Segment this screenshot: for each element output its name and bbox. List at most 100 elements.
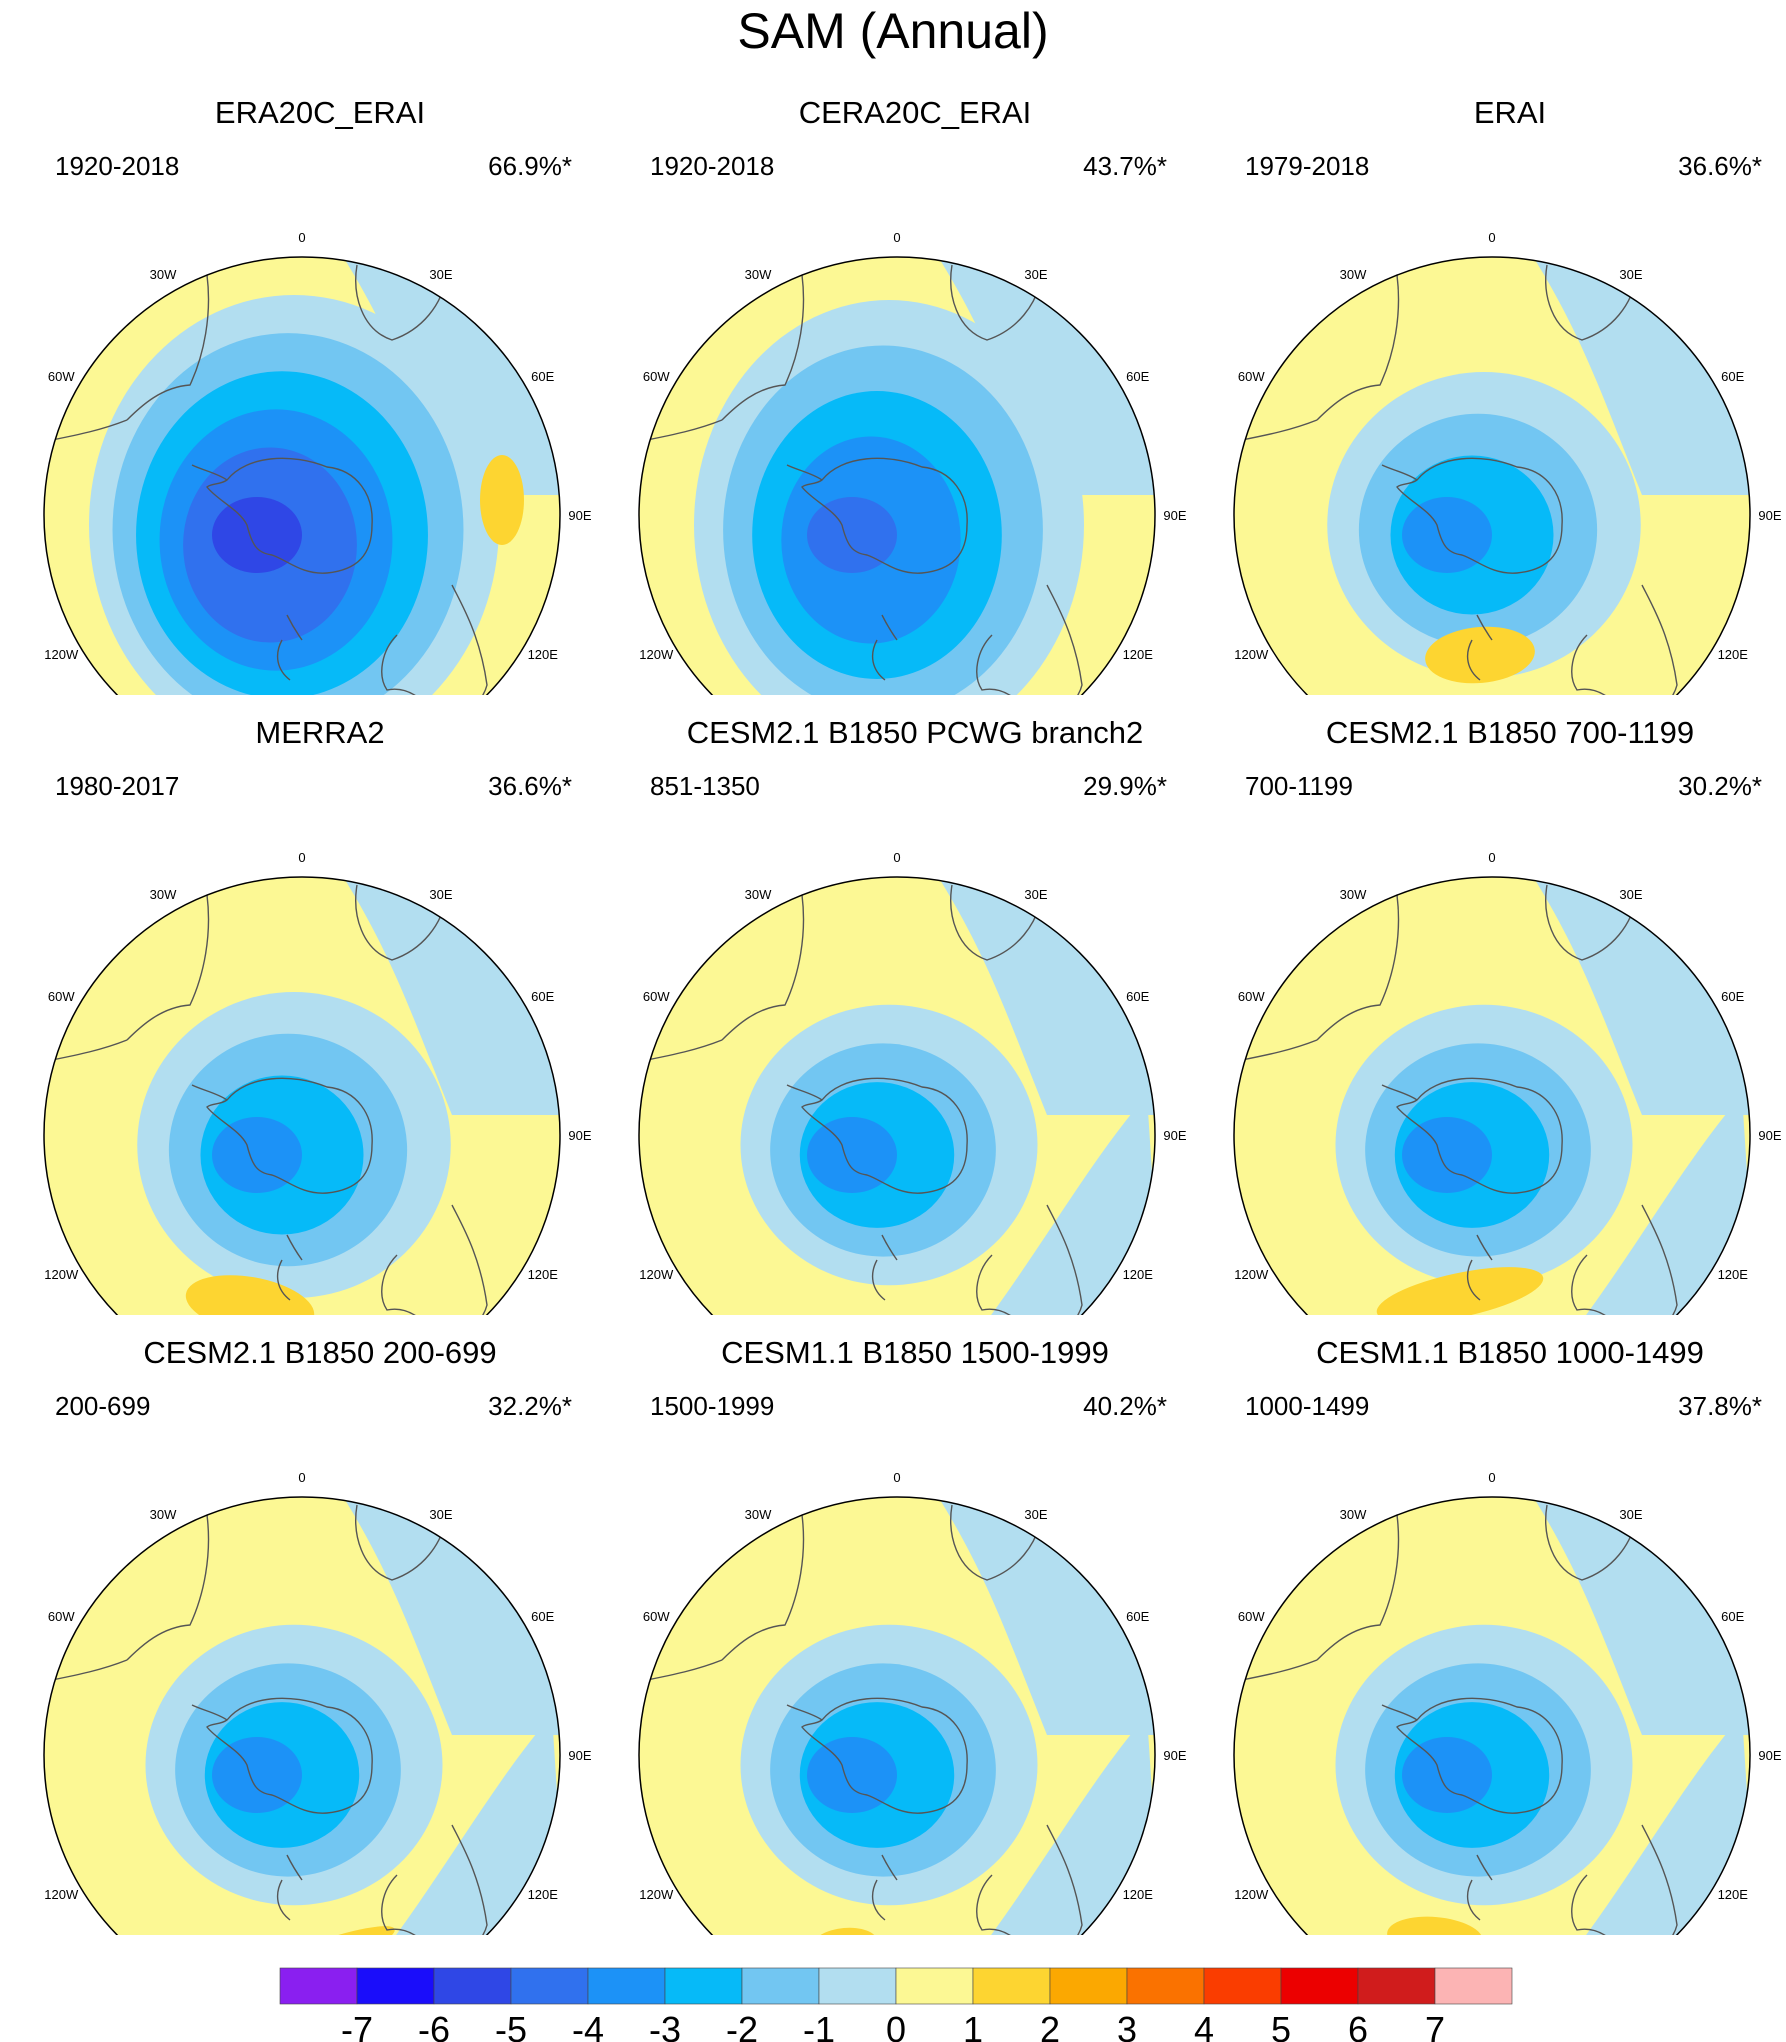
- longitude-label: 60E: [531, 1609, 554, 1624]
- colorbar-tick-label: 1: [963, 2009, 983, 2042]
- colorbar-tick-label: -3: [649, 2009, 681, 2042]
- longitude-label: 120E: [1123, 1887, 1154, 1902]
- coastline: [381, 1204, 488, 1315]
- longitude-label: 120W: [1234, 1267, 1269, 1282]
- longitude-label: 30W: [745, 267, 772, 282]
- colorbar-swatch: [510, 1967, 589, 2005]
- map-boundary: [1233, 1496, 1751, 1935]
- longitude-label: 60W: [48, 1609, 75, 1624]
- longitude-label: 0: [1488, 230, 1495, 245]
- longitude-label: 60E: [1721, 989, 1744, 1004]
- colorbar-tick-label: -1: [803, 2009, 835, 2042]
- coastline: [950, 1504, 1043, 1581]
- longitude-label: 30W: [1340, 887, 1367, 902]
- longitude-label: 0: [298, 850, 305, 865]
- coastline: [1396, 1077, 1563, 1194]
- longitude-label: 120E: [1123, 1267, 1154, 1282]
- longitude-label: 30W: [1340, 1507, 1367, 1522]
- map-boundary: [1233, 256, 1751, 695]
- longitude-label: 60W: [1238, 989, 1265, 1004]
- colorbar-tick-label: 2: [1040, 2009, 1060, 2042]
- colorbar-tick-label: -2: [726, 2009, 758, 2042]
- panel-title: CESM1.1 B1850 1500-1999: [721, 1335, 1109, 1370]
- panel-period: 1500-1999: [650, 1391, 775, 1421]
- coastline: [1466, 1234, 1493, 1301]
- coastline: [381, 1824, 488, 1935]
- map-boundary: [638, 876, 1156, 1315]
- longitude-label: 60W: [48, 989, 75, 1004]
- panel-variance-explained: 37.8%*: [1678, 1391, 1762, 1421]
- longitude-label: 30W: [150, 267, 177, 282]
- longitude-label: 120W: [639, 1267, 674, 1282]
- panel-title: CESM2.1 B1850 700-1199: [1325, 715, 1695, 750]
- positive-lobe: [480, 455, 524, 545]
- central-minimum: [807, 1117, 897, 1193]
- coastline: [1241, 1514, 1400, 1681]
- colorbar-tick-label: -6: [418, 2009, 450, 2042]
- longitude-label: 60E: [531, 369, 554, 384]
- colorbar-swatch: [1203, 1967, 1282, 2005]
- longitude-label: 30W: [745, 1507, 772, 1522]
- longitude-label: 30E: [1024, 267, 1047, 282]
- colorbar-swatch: [1049, 1967, 1128, 2005]
- coastline: [871, 614, 898, 681]
- longitude-label: 0: [893, 850, 900, 865]
- colorbar-tick-label: 7: [1425, 2009, 1445, 2042]
- coastline: [976, 584, 1083, 695]
- polar-map: 030E60E90E120E150E180150W120W90W60W30W: [1233, 850, 1782, 1315]
- map-panel: ERAI1979-201836.6%*030E60E90E120E150E180…: [1230, 95, 1786, 695]
- longitude-label: 30E: [1619, 1507, 1642, 1522]
- longitude-label: 90E: [1163, 508, 1186, 523]
- central-minimum: [212, 1737, 302, 1813]
- coastline: [206, 1077, 373, 1194]
- polar-map: 030E60E90E120E150E180150W120W90W60W30W: [43, 230, 592, 695]
- map-boundary: [1233, 876, 1751, 1315]
- coastline: [355, 264, 448, 341]
- longitude-label: 30W: [1340, 267, 1367, 282]
- longitude-label: 30E: [429, 887, 452, 902]
- polar-map: 030E60E90E120E150E180150W120W90W60W30W: [43, 1470, 592, 1935]
- coastline: [191, 1084, 228, 1101]
- coastline: [786, 464, 823, 481]
- colorbar-swatch: [972, 1967, 1051, 2005]
- longitude-label: 60W: [643, 989, 670, 1004]
- longitude-label: 30W: [150, 887, 177, 902]
- coastline: [1545, 884, 1638, 961]
- coastline: [276, 614, 303, 681]
- coastline: [976, 1824, 1083, 1935]
- central-minimum: [1402, 1737, 1492, 1813]
- longitude-label: 30W: [150, 1507, 177, 1522]
- longitude-label: 60E: [1721, 1609, 1744, 1624]
- panel-period: 200-699: [55, 1391, 151, 1421]
- coastline: [786, 1084, 823, 1101]
- panel-period: 1920-2018: [55, 151, 180, 181]
- coastline: [381, 584, 488, 695]
- longitude-label: 0: [893, 1470, 900, 1485]
- coastline: [1381, 1084, 1418, 1101]
- longitude-label: 60W: [643, 369, 670, 384]
- coastline: [950, 884, 1043, 961]
- coastline: [355, 884, 448, 961]
- coastline: [646, 274, 805, 441]
- colorbar-swatch: [356, 1967, 435, 2005]
- coastline: [1396, 457, 1563, 574]
- longitude-label: 120W: [44, 647, 79, 662]
- longitude-label: 60W: [1238, 1609, 1265, 1624]
- negative-region: [332, 1715, 560, 1935]
- longitude-label: 120E: [1718, 647, 1749, 662]
- colorbar-tick-label: 0: [886, 2009, 906, 2042]
- panel-period: 1980-2017: [55, 771, 180, 801]
- colorbar-tick-label: 5: [1271, 2009, 1291, 2042]
- polar-map: 030E60E90E120E150E180150W120W90W60W30W: [1233, 230, 1782, 695]
- longitude-label: 0: [298, 230, 305, 245]
- panel-variance-explained: 32.2%*: [488, 1391, 572, 1421]
- central-minimum: [807, 497, 897, 573]
- panel-variance-explained: 66.9%*: [488, 151, 572, 181]
- longitude-label: 120W: [639, 1887, 674, 1902]
- coastline: [51, 274, 210, 441]
- map-panel: CESM1.1 B1850 1500-1999 1500-1999 40.2%* 0 3…: [635, 1335, 1195, 1935]
- coastline: [950, 264, 1043, 341]
- panel-variance-explained: 43.7%*: [1083, 151, 1167, 181]
- coastline: [871, 1234, 898, 1301]
- colorbar-swatch: [1126, 1967, 1205, 2005]
